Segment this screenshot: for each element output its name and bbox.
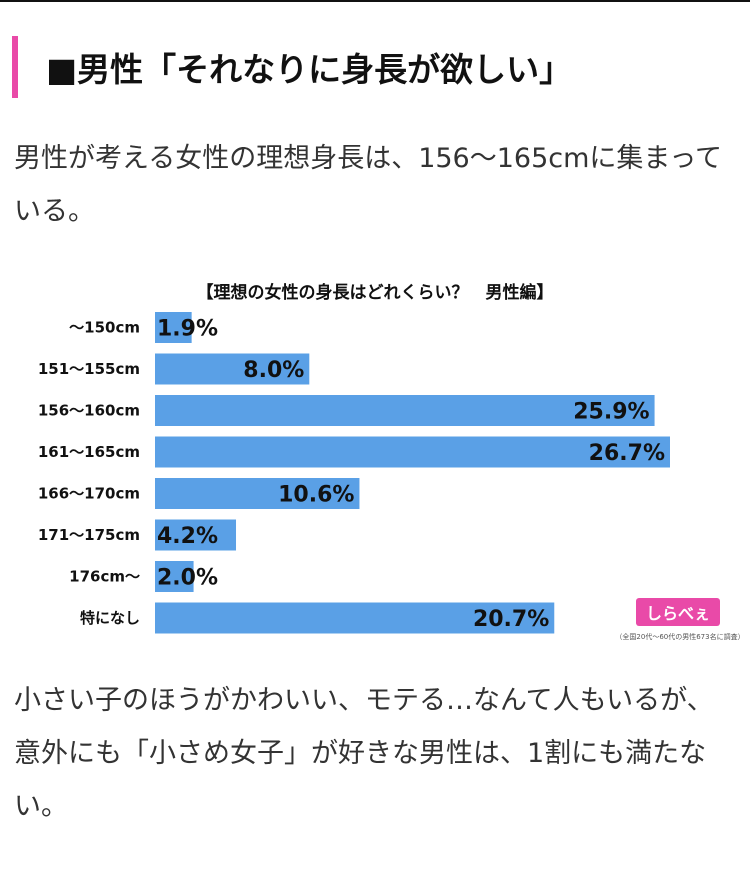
top-border bbox=[0, 0, 750, 2]
category-label-8: 特になし bbox=[80, 609, 140, 627]
value-label-7: 2.0% bbox=[157, 566, 218, 591]
bar-8 bbox=[155, 602, 555, 634]
category-label-5: 166〜170cm bbox=[38, 485, 140, 503]
bar-3 bbox=[155, 395, 655, 426]
value-label-4: 26.7% bbox=[589, 441, 665, 466]
closing-paragraph: 小さい子のほうがかわいい、モテる…なんて人もいるが、意外にも「小さめ女子」が好き… bbox=[14, 685, 714, 822]
value-label-6: 4.2% bbox=[157, 524, 218, 549]
value-label-5: 10.6% bbox=[278, 483, 354, 508]
value-label-1: 1.9% bbox=[157, 317, 218, 342]
bar-6 bbox=[155, 519, 237, 551]
chart-title: 【理想の女性の身長はどれくらい？ 男性編】 bbox=[197, 282, 554, 303]
bar-5 bbox=[155, 478, 360, 509]
category-label-3: 156〜160cm bbox=[38, 402, 140, 420]
heading-text: ■男性「それなりに身長が欲しい」 bbox=[46, 50, 573, 89]
value-label-8: 20.7% bbox=[473, 607, 549, 632]
bar-4 bbox=[155, 436, 670, 468]
bar-7 bbox=[155, 561, 194, 592]
chart-note: （全国20代〜60代の男性673名に調査） bbox=[615, 632, 744, 641]
bar-chart-svg: 【理想の女性の身長はどれくらい？ 男性編】〜150cm 1.9% 151〜155cm… bbox=[38, 282, 745, 641]
category-label-2: 151〜155cm bbox=[38, 360, 140, 378]
bar-1 bbox=[155, 312, 192, 343]
bar-chart: 【理想の女性の身長はどれくらい？ 男性編】〜150cm 1.9% 151〜155cm… bbox=[0, 262, 750, 652]
bar-2 bbox=[155, 353, 310, 385]
category-label-4: 161〜165cm bbox=[38, 443, 140, 461]
intro-paragraph: 男性が考える女性の理想身長は、156〜165cmに集まっている。 bbox=[14, 143, 722, 227]
category-label-7: 176cm〜 bbox=[69, 568, 140, 586]
section-heading: ■男性「それなりに身長が欲しい」 bbox=[12, 36, 572, 98]
logo-text: しらべぇ bbox=[645, 604, 710, 623]
category-label-6: 171〜175cm bbox=[38, 526, 140, 544]
shirabee-logo: しらべぇ bbox=[636, 598, 720, 626]
value-label-2: 8.0% bbox=[243, 358, 304, 383]
category-label-1: 〜150cm bbox=[69, 319, 140, 337]
value-label-3: 25.9% bbox=[573, 400, 649, 425]
